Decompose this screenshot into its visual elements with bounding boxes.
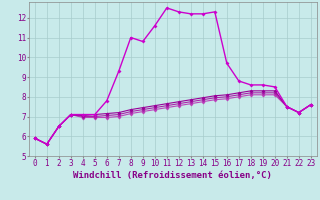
X-axis label: Windchill (Refroidissement éolien,°C): Windchill (Refroidissement éolien,°C) (73, 171, 272, 180)
